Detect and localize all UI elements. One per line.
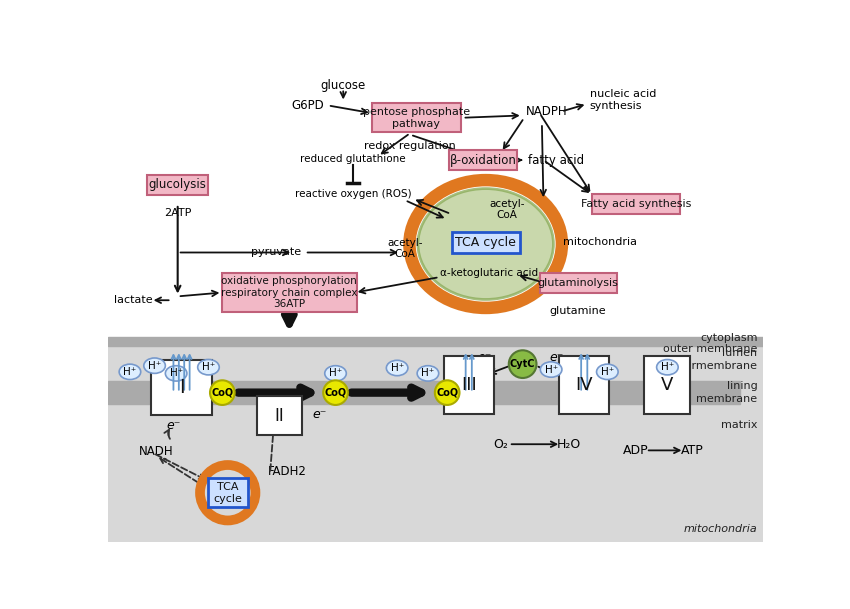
Text: mitochondria: mitochondria	[683, 524, 757, 533]
Text: H₂O: H₂O	[557, 438, 581, 451]
Text: FADH2: FADH2	[268, 465, 307, 479]
Ellipse shape	[417, 365, 439, 381]
Text: e⁻: e⁻	[167, 419, 181, 432]
FancyBboxPatch shape	[540, 272, 616, 292]
Text: redox regulation: redox regulation	[365, 141, 456, 151]
Text: CoQ: CoQ	[436, 388, 458, 398]
Text: fatty acid: fatty acid	[528, 153, 584, 167]
Text: Fatty acid synthesis: Fatty acid synthesis	[581, 199, 691, 209]
Text: II: II	[275, 407, 284, 424]
Ellipse shape	[325, 365, 346, 381]
Text: lactate: lactate	[115, 295, 153, 305]
Text: acetyl-
CoA: acetyl- CoA	[387, 238, 422, 259]
Circle shape	[323, 380, 348, 405]
FancyBboxPatch shape	[450, 150, 518, 170]
Ellipse shape	[656, 359, 678, 375]
FancyBboxPatch shape	[147, 175, 208, 195]
Text: NADH: NADH	[139, 445, 173, 459]
Text: CoQ: CoQ	[212, 388, 234, 398]
Text: lumen
intermembrane: lumen intermembrane	[671, 348, 757, 371]
Text: TCA cycle: TCA cycle	[456, 236, 516, 249]
Text: CoQ: CoQ	[325, 388, 347, 398]
Text: 2ATP: 2ATP	[164, 208, 191, 218]
Circle shape	[210, 380, 235, 405]
Text: e⁻: e⁻	[478, 351, 492, 364]
Text: H⁺: H⁺	[390, 363, 404, 373]
Ellipse shape	[541, 362, 562, 377]
Text: glucose: glucose	[320, 79, 366, 92]
Text: glutaminolysis: glutaminolysis	[538, 278, 619, 287]
Text: nucleic acid
synthesis: nucleic acid synthesis	[590, 90, 656, 111]
FancyBboxPatch shape	[644, 356, 690, 414]
Ellipse shape	[144, 358, 166, 373]
FancyBboxPatch shape	[559, 356, 609, 414]
Text: TCA
cycle: TCA cycle	[213, 482, 242, 504]
Text: cytoplasm: cytoplasm	[700, 333, 757, 343]
Text: H⁺: H⁺	[601, 367, 614, 377]
Text: outer membrane: outer membrane	[663, 344, 757, 354]
Text: matrix: matrix	[721, 420, 757, 429]
Text: ADP: ADP	[623, 444, 649, 457]
Text: e⁻: e⁻	[550, 351, 564, 364]
Text: H⁺: H⁺	[201, 362, 215, 372]
Ellipse shape	[387, 361, 408, 376]
Ellipse shape	[418, 189, 553, 300]
Text: H⁺: H⁺	[169, 368, 183, 378]
FancyBboxPatch shape	[592, 194, 680, 214]
Text: V: V	[661, 376, 673, 394]
FancyBboxPatch shape	[452, 231, 519, 253]
FancyBboxPatch shape	[257, 396, 302, 435]
Text: H⁺: H⁺	[123, 367, 137, 377]
Text: acetyl-
CoA: acetyl- CoA	[490, 199, 525, 220]
Ellipse shape	[597, 364, 618, 379]
Text: lining
membrane: lining membrane	[696, 381, 757, 404]
Text: β-oxidation: β-oxidation	[450, 153, 517, 167]
Text: CytC: CytC	[510, 359, 536, 369]
Text: III: III	[461, 376, 477, 394]
Text: IV: IV	[575, 376, 593, 394]
Text: O₂: O₂	[494, 438, 508, 451]
Text: mitochondria: mitochondria	[563, 238, 637, 247]
Text: pentose phosphate
pathway: pentose phosphate pathway	[363, 107, 470, 128]
Text: glutamine: glutamine	[550, 306, 606, 315]
Ellipse shape	[119, 364, 141, 379]
FancyBboxPatch shape	[372, 103, 461, 132]
Text: H⁺: H⁺	[545, 365, 558, 375]
Ellipse shape	[198, 359, 219, 375]
Text: NADPH: NADPH	[525, 105, 567, 118]
Circle shape	[509, 350, 536, 378]
Text: α-ketoglutaric acid: α-ketoglutaric acid	[439, 269, 538, 278]
Bar	[109, 73, 762, 339]
Bar	[109, 339, 762, 542]
Text: glucolysis: glucolysis	[149, 178, 207, 191]
FancyBboxPatch shape	[151, 359, 212, 415]
Text: H⁺: H⁺	[660, 362, 674, 372]
Bar	[109, 381, 740, 404]
Text: reactive oxygen (ROS): reactive oxygen (ROS)	[295, 189, 411, 199]
Bar	[109, 337, 762, 347]
Ellipse shape	[166, 365, 187, 381]
FancyBboxPatch shape	[444, 356, 494, 414]
Text: ATP: ATP	[681, 444, 704, 457]
Text: H⁺: H⁺	[329, 368, 343, 378]
FancyBboxPatch shape	[207, 478, 247, 507]
Text: oxidative phosphorylation
respiratory chain complex
36ATP: oxidative phosphorylation respiratory ch…	[221, 276, 358, 309]
FancyBboxPatch shape	[222, 273, 357, 312]
Text: e⁻: e⁻	[313, 409, 326, 421]
Text: I: I	[178, 378, 184, 396]
Text: pyruvate: pyruvate	[251, 247, 301, 258]
Text: H⁺: H⁺	[148, 361, 162, 371]
Text: reduced glutathione: reduced glutathione	[300, 154, 406, 164]
Circle shape	[435, 380, 460, 405]
Text: G6PD: G6PD	[292, 99, 324, 112]
Text: H⁺: H⁺	[422, 368, 434, 378]
